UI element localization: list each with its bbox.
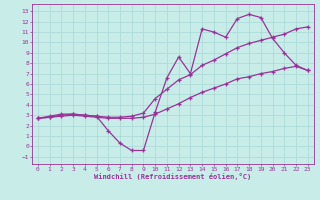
X-axis label: Windchill (Refroidissement éolien,°C): Windchill (Refroidissement éolien,°C) bbox=[94, 173, 252, 180]
